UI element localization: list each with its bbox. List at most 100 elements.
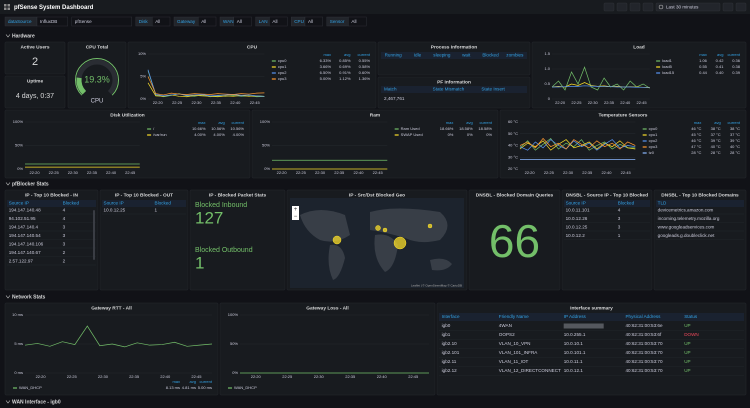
variable-value[interactable]: All (237, 19, 242, 24)
stat-label: Blocked Inbound (195, 202, 247, 209)
series-line (147, 76, 265, 96)
row-title[interactable]: pfBlocker Stats (12, 181, 49, 187)
x-tick-label: 22:35 (345, 374, 356, 379)
variable-value-box[interactable] (197, 16, 217, 27)
variable-value-box[interactable] (348, 16, 367, 27)
table-cell: UP (684, 350, 690, 355)
table-header: Friendly Name (499, 314, 529, 319)
panel-title: CPU (247, 44, 258, 50)
table-cell: 3 (63, 233, 66, 238)
y-tick-label: 100% (13, 119, 24, 124)
zoom-in[interactable]: + (294, 207, 298, 213)
y-tick-label: 30 °C (508, 154, 518, 159)
table-cell: igb1 (442, 332, 451, 337)
variable-label: Sensor (330, 19, 345, 24)
legend-value: 28 °C (730, 150, 740, 155)
x-tick-label: 22:30 (68, 170, 79, 175)
legend-header: current (232, 120, 245, 125)
row-title[interactable]: Hardware (12, 33, 35, 39)
table-header-bg (102, 200, 186, 207)
series-line (519, 137, 636, 150)
y-tick-label: 0% (232, 370, 238, 375)
variable-value-box[interactable] (71, 16, 133, 27)
variable-value[interactable]: All (272, 19, 277, 24)
table-header: Blocked (482, 53, 499, 58)
panel-title: Process Information (431, 44, 477, 50)
x-tick-label: 22:25 (49, 170, 60, 175)
variable-value-box[interactable] (36, 16, 68, 27)
x-tick-label: 22:45 (637, 100, 648, 105)
y-tick-label: 1.5 (544, 51, 550, 56)
legend-label: cpu1 (278, 64, 287, 69)
table-header-bg (439, 313, 744, 321)
legend-swatch (228, 387, 232, 389)
table-cell: 3 (618, 225, 621, 230)
x-tick-label: 22:35 (604, 100, 615, 105)
legend-swatch (656, 60, 661, 62)
panel (189, 189, 286, 291)
stat-value: 2 (32, 56, 38, 68)
panel-title: Temperature Sensors (599, 112, 648, 118)
variable-value[interactable]: All (308, 19, 313, 24)
legend-label: WAN_DHCP (234, 385, 257, 390)
x-tick-label: 22:45 (125, 170, 136, 175)
zoom-control[interactable] (292, 206, 299, 220)
x-tick-label: 22:30 (315, 170, 326, 175)
table-header: IP Address (564, 314, 587, 319)
table-header: Interface (442, 314, 460, 319)
panel-title: CPU Total (86, 44, 109, 50)
legend-label: cpu0 (278, 58, 287, 63)
table-cell: igb2.101 (442, 350, 460, 355)
variable-value-box[interactable] (304, 16, 323, 27)
row-title[interactable]: Network Stats (12, 294, 46, 300)
table-cell: 2 (63, 250, 66, 255)
legend-swatch (642, 152, 647, 154)
legend-swatch (271, 60, 276, 62)
x-tick-label: 22:40 (106, 170, 117, 175)
x-tick-label: 22:25 (67, 374, 78, 379)
table-cell: 10.0.12.26 (566, 216, 588, 221)
variable-value-box[interactable] (151, 16, 171, 27)
series-line (519, 139, 636, 151)
legend-value: 4.00% (194, 132, 206, 137)
map-marker (332, 235, 342, 245)
time-range[interactable]: Last 30 minutes (666, 5, 699, 10)
table-header-bg (7, 200, 96, 207)
legend-value: 10.66% (192, 126, 206, 131)
variable-value[interactable]: All (201, 19, 206, 24)
row-title[interactable]: WAN Interface - igb0 (12, 399, 61, 405)
variable-value-box[interactable] (269, 16, 288, 27)
variable-value[interactable]: InfluxDB (40, 19, 57, 24)
legend-value: 10.56% (211, 126, 225, 131)
zoom-out[interactable]: − (294, 214, 298, 220)
table-header: Source IP (9, 201, 29, 206)
legend-value: 0.41 (716, 64, 725, 69)
table-cell: 10.0.12.25 (104, 208, 126, 213)
x-tick-label: 22:40 (620, 100, 631, 105)
y-tick-label: 0.5 (544, 81, 550, 86)
table-cell: 40:62:31:00:53:70 (625, 359, 662, 364)
apps-icon[interactable] (4, 4, 10, 10)
row-chevron (5, 400, 11, 404)
variable-value[interactable]: All (351, 19, 356, 24)
x-tick-label: 22:40 (377, 374, 388, 379)
variable-value[interactable]: pfSense (75, 19, 92, 24)
legend-header: avg (190, 379, 196, 384)
legend-header: avg (717, 52, 723, 57)
legend-label: /var/run (153, 132, 167, 137)
table-cell: igb2.10 (442, 341, 458, 346)
legend-swatch (656, 72, 661, 74)
y-tick-label: 50% (15, 143, 23, 148)
table-cell: 2,467,761 (384, 96, 405, 101)
legend-label: cpu1 (649, 132, 658, 137)
x-tick-label: 22:30 (98, 374, 109, 379)
legend-header: max (172, 379, 180, 384)
table-cell: igb2.12 (442, 368, 458, 373)
variable-value-box[interactable] (233, 16, 252, 27)
legend-header: avg (344, 52, 350, 57)
toolbar[interactable] (603, 2, 747, 12)
map-marker (375, 225, 381, 231)
variable-value[interactable]: All (155, 19, 160, 24)
